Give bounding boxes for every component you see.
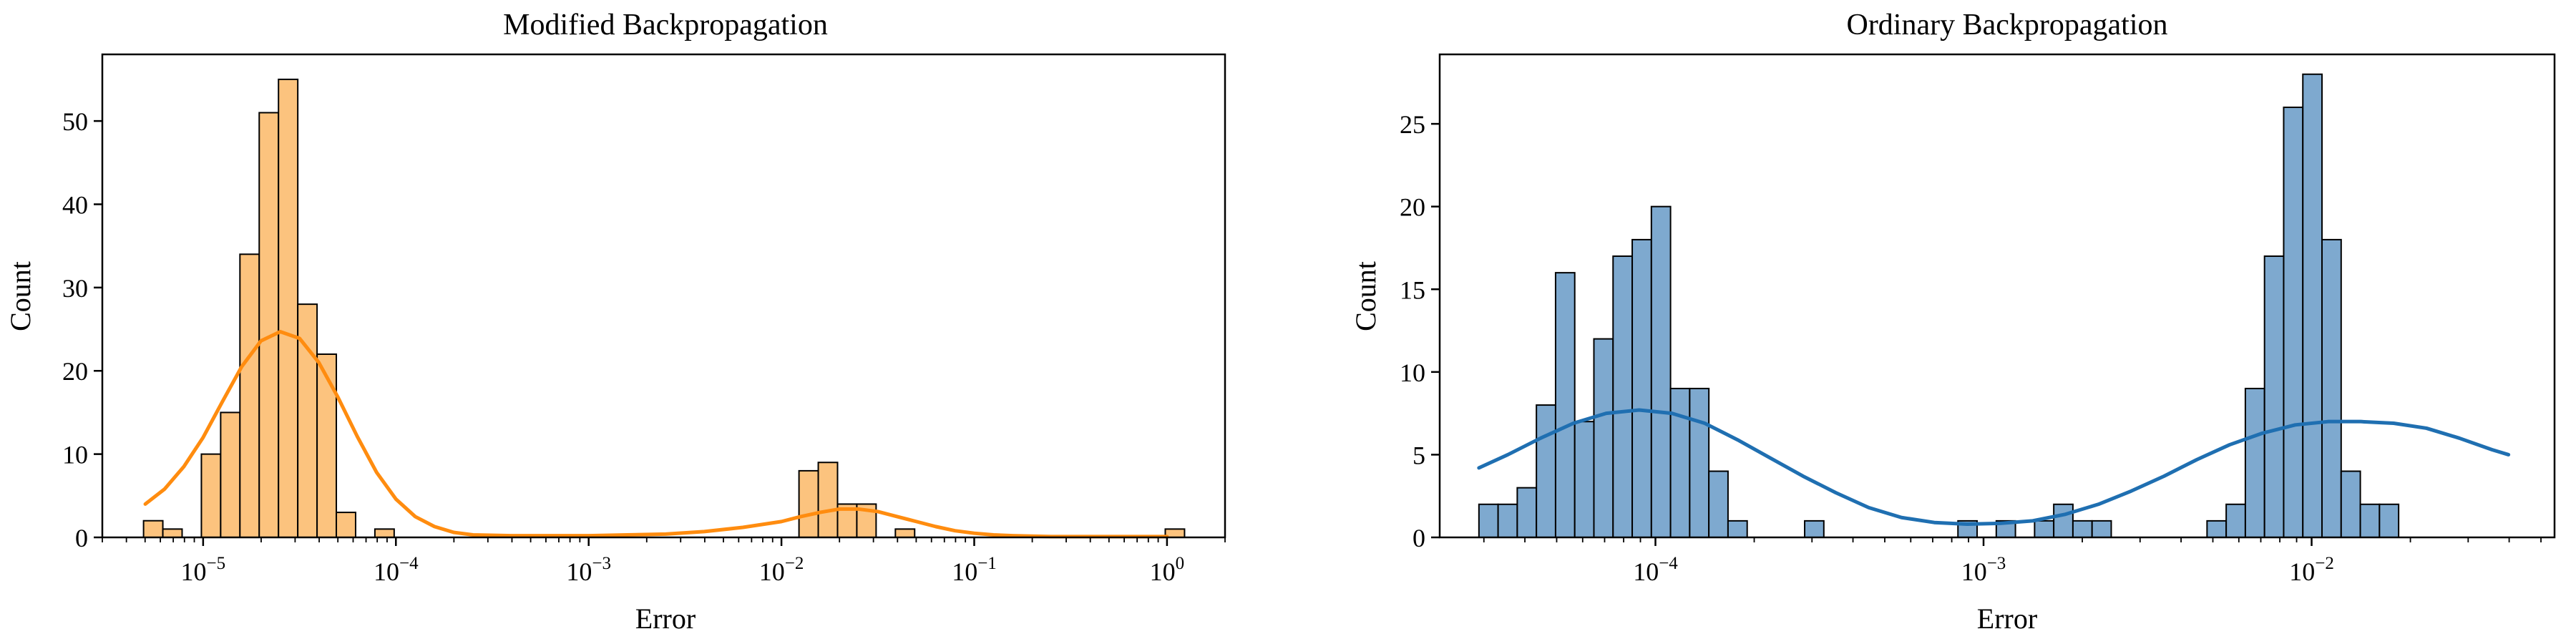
- right-histogram-bar: [1536, 404, 1556, 538]
- right-histogram-panel: Ordinary Backpropagation 0 5 10 15 20 25 10−4 1…: [1350, 9, 2556, 635]
- left-histogram-bar: [278, 78, 299, 539]
- left-y-tick-label: 20: [62, 357, 88, 386]
- right-axes-frame: [1438, 53, 2556, 539]
- right-histogram-bar: [1593, 338, 1614, 538]
- right-histogram-bar: [1669, 387, 1691, 539]
- right-histogram-bar: [1631, 238, 1652, 538]
- right-histogram-bar: [1804, 519, 1825, 539]
- left-y-tick-label: 0: [75, 524, 88, 552]
- left-x-tick-label: 10−2: [759, 554, 804, 586]
- right-histogram-bar: [2321, 238, 2342, 538]
- right-histogram-bar: [1574, 421, 1595, 538]
- left-histogram-bar: [336, 512, 356, 539]
- right-histogram-bar: [2206, 519, 2228, 539]
- left-x-tick-label: 10−3: [566, 554, 611, 586]
- right-histogram-bar: [2302, 73, 2323, 539]
- left-histogram-bar: [894, 528, 916, 538]
- right-y-axis-label: Count: [1350, 261, 1382, 331]
- right-y-tick-label: 15: [1400, 275, 1425, 304]
- right-x-axis-label: Error: [1977, 602, 2037, 635]
- right-histogram-bar: [2244, 387, 2265, 539]
- right-x-tick-label: 10−2: [2289, 554, 2334, 586]
- left-histogram-bar: [817, 462, 839, 539]
- left-plot-area: 0 10 20 30 40 50 10−5 10−4 10−3 10−2 10−1 100: [62, 53, 1226, 586]
- left-x-tick-label: 10−1: [952, 554, 997, 586]
- right-histogram-bar: [1554, 272, 1576, 538]
- left-histogram-bar: [374, 528, 395, 538]
- left-y-tick-label: 40: [62, 190, 88, 219]
- right-y-tick-label: 5: [1413, 441, 1425, 469]
- left-y-axis-label: Count: [4, 261, 36, 331]
- left-axes-frame: [101, 53, 1226, 539]
- right-histogram-bar: [1650, 205, 1672, 538]
- right-histogram-bar: [2359, 503, 2381, 539]
- right-histogram-bar: [2091, 519, 2112, 539]
- left-histogram-bar: [258, 112, 280, 539]
- right-y-tick-label: 10: [1400, 358, 1425, 387]
- right-histogram-bar: [2072, 519, 2093, 539]
- left-y-tick-label: 10: [62, 441, 88, 469]
- left-x-axis-label: Error: [635, 602, 696, 635]
- right-plot-area: 0 5 10 15 20 25 10−4 10−3 10−2: [1400, 53, 2556, 586]
- left-chart-title: Modified Backpropagation: [503, 9, 828, 42]
- left-histogram-bar: [316, 353, 338, 538]
- right-histogram-bar: [2283, 106, 2304, 539]
- left-x-tick-label: 10−4: [374, 554, 419, 586]
- left-histogram-bar: [200, 453, 222, 538]
- left-kde-curve: [143, 330, 1169, 539]
- left-histogram-bar: [142, 519, 164, 538]
- right-histogram-bar: [1497, 503, 1518, 539]
- right-histogram-bar: [1689, 387, 1710, 539]
- left-histogram-panel: Modified Backpropagation 0 10 20 30 40 50 10−5…: [4, 9, 1226, 635]
- left-y-tick-label: 30: [62, 274, 88, 303]
- right-x-tick-label: 10−3: [1961, 554, 2006, 586]
- right-y-tick-label: 0: [1413, 524, 1425, 552]
- left-y-tick-label: 50: [62, 107, 88, 136]
- right-histogram-bar: [2053, 503, 2074, 539]
- left-x-tick-label: 10−5: [181, 554, 226, 586]
- right-kde-curve: [1477, 408, 2511, 527]
- right-histogram-bar: [2225, 503, 2246, 539]
- right-x-tick-label: 10−4: [1633, 554, 1678, 586]
- right-histogram-bar: [2379, 503, 2400, 539]
- left-histogram-bar: [239, 253, 260, 538]
- right-chart-title: Ordinary Backpropagation: [1846, 9, 2167, 42]
- right-histogram-bar: [2263, 255, 2285, 538]
- left-histogram-bar: [162, 528, 183, 538]
- right-y-tick-label: 25: [1400, 110, 1425, 139]
- left-histogram-bar: [220, 411, 241, 538]
- right-histogram-bar: [2340, 470, 2361, 539]
- right-histogram-bar: [1478, 503, 1499, 539]
- left-x-tick-label: 100: [1150, 554, 1185, 586]
- right-histogram-bar: [1612, 255, 1634, 538]
- right-histogram-bar: [1727, 519, 1748, 539]
- right-histogram-bar: [2034, 519, 2055, 539]
- left-histogram-bar: [798, 469, 819, 539]
- right-y-tick-label: 20: [1400, 193, 1425, 222]
- right-histogram-bar: [1708, 470, 1729, 539]
- right-histogram-bar: [1516, 487, 1538, 539]
